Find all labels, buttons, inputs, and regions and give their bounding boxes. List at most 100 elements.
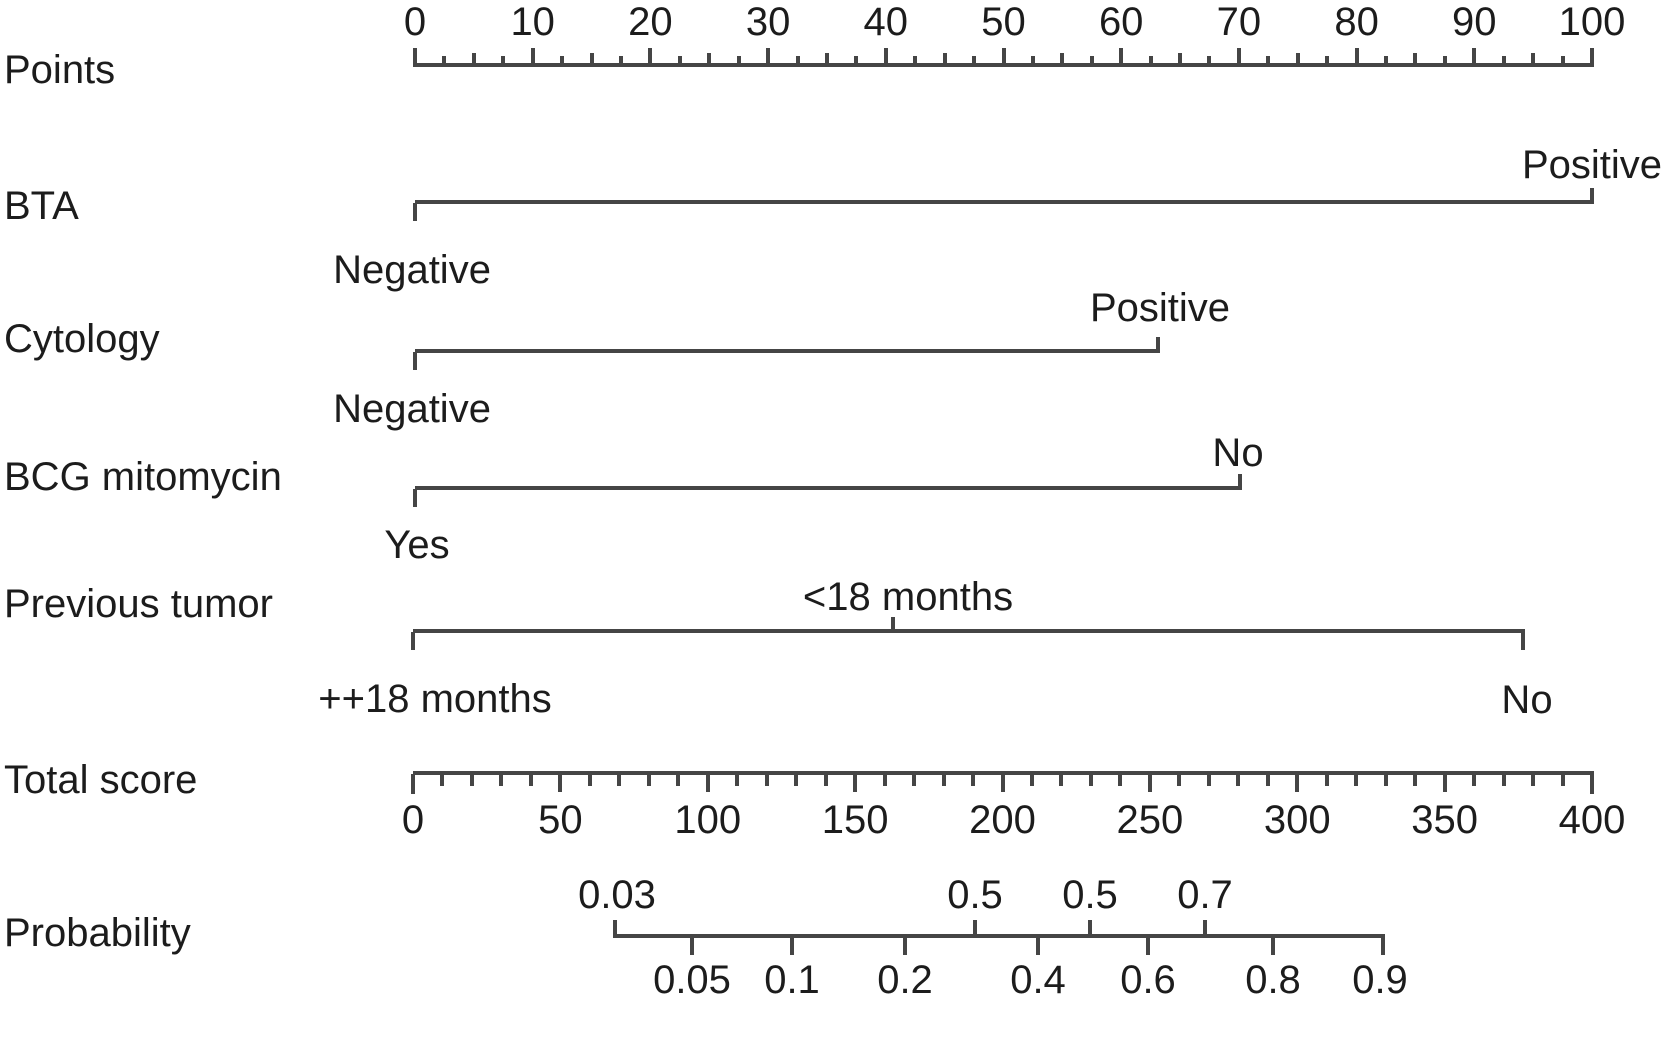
points-tick-label: 90	[1452, 0, 1497, 44]
row-label-probability: Probability	[4, 911, 191, 955]
probability-tick-label: 0.03	[578, 873, 656, 917]
total-score-tick	[1413, 774, 1418, 786]
bta-tick	[1590, 188, 1594, 204]
total-score-tick-label: 350	[1411, 798, 1478, 842]
probability-tick	[1036, 937, 1040, 955]
previous-tumor-axis-line	[413, 629, 1525, 633]
total-score-tick	[1324, 774, 1329, 786]
probability-tick-label: 0.6	[1120, 958, 1176, 1002]
points-tick-label: 60	[1098, 0, 1144, 44]
total-score-tick	[1501, 774, 1506, 786]
cytology-tick	[413, 352, 417, 370]
total-score-tick	[646, 774, 651, 786]
previous-tumor-tick	[411, 632, 415, 650]
total-score-tick-label: 50	[538, 798, 583, 842]
points-tick	[1413, 53, 1418, 67]
row-label-cytology: Cytology	[4, 317, 160, 361]
total-score-tick	[1236, 774, 1241, 786]
total-score-tick-label: 250	[1116, 798, 1184, 842]
points-tick	[1207, 56, 1212, 67]
total-score-tick-label: 400	[1558, 798, 1626, 842]
total-score-tick	[1560, 774, 1565, 786]
probability-tick-label: 0.2	[877, 958, 933, 1002]
points-tick	[942, 53, 947, 67]
probability-tick	[690, 937, 694, 955]
points-tick	[1501, 56, 1506, 67]
points-tick	[1354, 48, 1359, 67]
points-tick-label: 100	[1558, 0, 1626, 44]
points-tick	[501, 56, 506, 67]
total-score-tick	[676, 774, 681, 786]
bta-axis-line	[415, 200, 1594, 204]
points-tick	[1030, 56, 1035, 67]
total-score-tick	[1442, 774, 1447, 792]
probability-axis-line	[615, 934, 1385, 938]
total-score-tick	[941, 774, 946, 786]
bta-tick-label: Positive	[1521, 143, 1663, 187]
row-label-points: Points	[4, 48, 116, 92]
cytology-axis-line	[415, 349, 1160, 353]
total-score-tick	[1118, 774, 1123, 786]
points-tick	[618, 56, 623, 67]
points-tick	[560, 56, 565, 67]
points-tick	[766, 48, 771, 67]
points-tick	[854, 56, 859, 67]
total-score-tick	[587, 774, 592, 786]
points-tick-label: 70	[1216, 0, 1262, 44]
bcg-mitomycin-tick	[413, 489, 417, 507]
total-score-tick	[1088, 774, 1093, 786]
total-score-tick	[499, 774, 504, 786]
total-score-tick-label: 200	[969, 798, 1036, 842]
total-score-tick	[1059, 774, 1064, 786]
total-score-tick	[469, 774, 474, 786]
total-score-tick	[1177, 774, 1182, 786]
points-tick	[471, 53, 476, 67]
points-tick	[707, 53, 712, 67]
points-tick	[1442, 56, 1447, 67]
points-tick	[1590, 48, 1594, 67]
probability-tick	[790, 937, 794, 955]
total-score-tick	[1147, 774, 1152, 792]
bta-tick	[413, 203, 417, 221]
previous-tumor-tick-label: No	[1501, 678, 1553, 722]
total-score-tick-label: 300	[1263, 798, 1331, 842]
points-tick	[530, 48, 535, 67]
points-tick	[648, 48, 653, 67]
probability-tick-label: 0.5	[947, 873, 1003, 917]
probability-tick-label: 0.1	[764, 958, 820, 1002]
points-tick	[1236, 48, 1241, 67]
probability-tick-label: 0.7	[1177, 873, 1233, 917]
row-label-total-score: Total score	[4, 758, 198, 802]
total-score-tick	[1265, 774, 1270, 786]
points-tick-label: 40	[863, 0, 909, 44]
probability-tick-label: 0.4	[1010, 958, 1066, 1002]
points-tick-label: 10	[510, 0, 555, 44]
points-tick	[1325, 56, 1330, 67]
previous-tumor-tick	[1521, 632, 1525, 650]
total-score-tick	[971, 774, 976, 786]
probability-tick	[1381, 937, 1385, 955]
total-score-tick	[1295, 774, 1300, 792]
total-score-tick	[528, 774, 533, 786]
total-score-tick-label: 0	[401, 798, 425, 842]
total-score-tick	[558, 774, 563, 792]
row-label-bcg-mitomycin: BCG mitomycin	[4, 455, 282, 499]
total-score-tick	[440, 774, 445, 786]
total-score-axis-line	[413, 771, 1594, 775]
total-score-tick-label: 100	[674, 798, 742, 842]
points-tick	[1266, 56, 1271, 67]
probability-tick-label: 0.5	[1062, 873, 1118, 917]
points-tick-label: 80	[1334, 0, 1379, 44]
probability-tick-label: 0.8	[1245, 958, 1301, 1002]
points-tick	[1295, 53, 1300, 67]
probability-tick	[973, 920, 977, 938]
total-score-tick	[1206, 774, 1211, 786]
cytology-tick-label: Positive	[1089, 286, 1231, 330]
previous-tumor-tick-label: <18 months	[802, 575, 1014, 619]
probability-tick	[613, 920, 617, 938]
cytology-tick-label: Negative	[333, 387, 491, 431]
total-score-tick	[617, 774, 622, 786]
bcg-mitomycin-tick-label: No	[1212, 431, 1264, 475]
bcg-mitomycin-axis-line	[415, 486, 1242, 490]
